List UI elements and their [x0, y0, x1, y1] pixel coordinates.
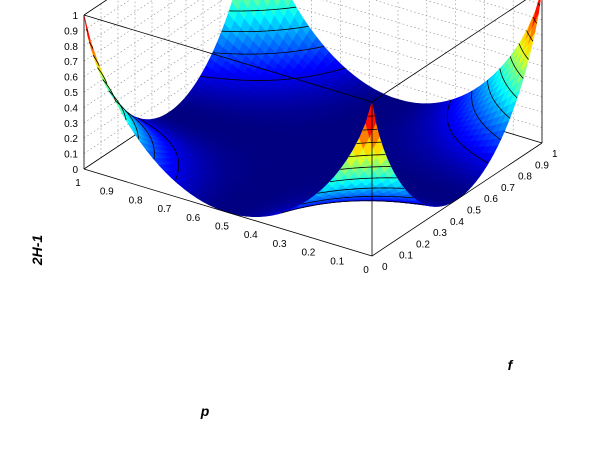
- x-tick-label: 1: [75, 178, 81, 189]
- contour-line: [125, 45, 501, 205]
- z-tick-label: 0: [72, 165, 78, 176]
- axes-front-edge: [83, 168, 373, 257]
- y-tick-label: 1: [552, 149, 558, 160]
- axes-front-edge: [83, 14, 373, 103]
- contour-line: [92, 30, 534, 144]
- x-tick-label: 0: [363, 265, 369, 276]
- contour-line: [137, 67, 489, 214]
- contour-line: [102, 56, 524, 170]
- z-tick-label: 0.1: [64, 150, 78, 161]
- z-tick-label: 0.4: [64, 103, 78, 114]
- z-tick-label: 0.3: [64, 119, 78, 130]
- axes-front-edge: [371, 0, 527, 103]
- y-tick-label: 0.9: [535, 160, 549, 171]
- y-axis-label: f: [508, 357, 514, 373]
- x-tick-label: 0.1: [330, 256, 344, 267]
- x-tick-label: 0.3: [273, 239, 287, 250]
- contour-line: [115, 25, 511, 194]
- y-tick-label: 0.1: [399, 251, 413, 262]
- x-tick-label: 0.4: [244, 230, 258, 241]
- surface-patch: [365, 101, 377, 138]
- y-tick-label: 0.2: [416, 239, 430, 250]
- x-tick-label: 0.2: [301, 248, 315, 259]
- z-tick-label: 0.6: [64, 73, 78, 84]
- z-tick-label: 1: [72, 11, 78, 22]
- x-tick-label: 0.7: [157, 204, 171, 215]
- surface-plot: [83, 0, 541, 217]
- z-tick-label: 0.5: [64, 88, 78, 99]
- contour-line: [108, 6, 518, 183]
- z-tick-label: 0.8: [64, 42, 78, 53]
- z-tick-label: 0.9: [64, 26, 78, 37]
- z-tick-label: 0.2: [64, 134, 78, 145]
- y-tick-label: 0.5: [467, 206, 481, 217]
- tick-labels: 00.10.20.30.40.50.60.70.80.9100.10.20.30…: [64, 11, 558, 276]
- x-axis-label: p: [200, 403, 210, 419]
- contour-line: [97, 43, 529, 158]
- contour-line: [85, 3, 541, 117]
- axes-front-edge: [371, 142, 543, 257]
- z-axis-label: 2H-1: [29, 235, 45, 267]
- axes-front-box: [83, 0, 543, 257]
- x-tick-label: 0.8: [129, 195, 143, 206]
- x-tick-label: 0.9: [100, 187, 114, 198]
- y-tick-label: 0: [382, 262, 388, 273]
- y-tick-label: 0.3: [433, 228, 447, 239]
- z-tick-label: 0.7: [64, 57, 78, 68]
- x-tick-label: 0.5: [215, 222, 229, 233]
- surface-patch: [531, 0, 541, 29]
- y-tick-label: 0.6: [484, 194, 498, 205]
- y-tick-label: 0.8: [518, 172, 532, 183]
- y-tick-label: 0.4: [450, 217, 464, 228]
- contour-line: [88, 16, 538, 131]
- y-tick-label: 0.7: [501, 183, 515, 194]
- x-tick-label: 0.6: [186, 213, 200, 224]
